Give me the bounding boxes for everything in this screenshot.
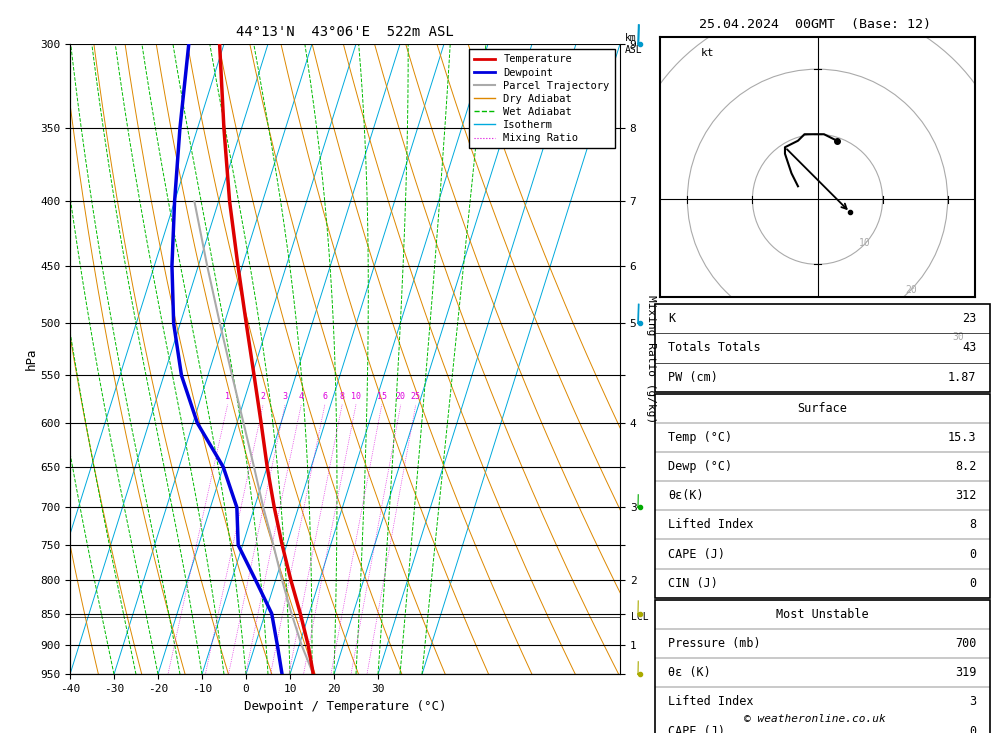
- Bar: [655, 600, 990, 733]
- Text: © weatheronline.co.uk: © weatheronline.co.uk: [744, 714, 886, 724]
- Text: CAPE (J): CAPE (J): [668, 548, 725, 561]
- Text: 2: 2: [261, 392, 266, 402]
- Text: Temp (°C): Temp (°C): [668, 431, 733, 444]
- X-axis label: Dewpoint / Temperature (°C): Dewpoint / Temperature (°C): [244, 699, 446, 712]
- Text: 20: 20: [396, 392, 406, 402]
- Text: Pressure (mb): Pressure (mb): [668, 637, 761, 650]
- Text: 15.3: 15.3: [948, 431, 977, 444]
- Text: 23: 23: [962, 312, 977, 325]
- Bar: [655, 394, 990, 598]
- Text: 30: 30: [952, 332, 964, 342]
- Text: LCL: LCL: [631, 612, 649, 622]
- Text: 15: 15: [377, 392, 387, 402]
- Text: 25.04.2024  00GMT  (Base: 12): 25.04.2024 00GMT (Base: 12): [699, 18, 931, 32]
- Text: 8: 8: [969, 518, 977, 531]
- Text: K: K: [668, 312, 676, 325]
- Text: 4: 4: [299, 392, 304, 402]
- Text: 25: 25: [411, 392, 421, 402]
- Text: kt: kt: [700, 48, 714, 58]
- Text: Surface: Surface: [798, 402, 847, 415]
- Text: 0: 0: [969, 577, 977, 590]
- Text: θε(K): θε(K): [668, 489, 704, 502]
- Text: Most Unstable: Most Unstable: [776, 608, 869, 621]
- Text: 319: 319: [955, 666, 977, 679]
- Text: CAPE (J): CAPE (J): [668, 724, 725, 733]
- Text: 8: 8: [340, 392, 345, 402]
- Text: 3: 3: [283, 392, 288, 402]
- Text: 10: 10: [351, 392, 361, 402]
- Text: 10: 10: [858, 238, 870, 248]
- Text: 1.87: 1.87: [948, 371, 977, 383]
- Y-axis label: hPa: hPa: [24, 348, 37, 370]
- Text: 3: 3: [969, 696, 977, 708]
- Text: 312: 312: [955, 489, 977, 502]
- Text: km
ASL: km ASL: [625, 33, 643, 54]
- Text: PW (cm): PW (cm): [668, 371, 718, 383]
- Text: 20: 20: [905, 285, 917, 295]
- Text: 1: 1: [225, 392, 230, 402]
- Text: Totals Totals: Totals Totals: [668, 342, 761, 355]
- Text: Lifted Index: Lifted Index: [668, 518, 754, 531]
- Text: Lifted Index: Lifted Index: [668, 696, 754, 708]
- Legend: Temperature, Dewpoint, Parcel Trajectory, Dry Adiabat, Wet Adiabat, Isotherm, Mi: Temperature, Dewpoint, Parcel Trajectory…: [469, 49, 615, 148]
- Text: 0: 0: [969, 724, 977, 733]
- Text: θε (K): θε (K): [668, 666, 711, 679]
- Text: 8.2: 8.2: [955, 460, 977, 473]
- Text: 0: 0: [969, 548, 977, 561]
- Text: 43: 43: [962, 342, 977, 355]
- Bar: [655, 304, 990, 391]
- Text: 6: 6: [322, 392, 327, 402]
- Y-axis label: Mixing Ratio (g/kg): Mixing Ratio (g/kg): [646, 295, 656, 423]
- Title: 44°13'N  43°06'E  522m ASL: 44°13'N 43°06'E 522m ASL: [236, 25, 454, 39]
- Text: CIN (J): CIN (J): [668, 577, 718, 590]
- Text: 700: 700: [955, 637, 977, 650]
- Text: Dewp (°C): Dewp (°C): [668, 460, 733, 473]
